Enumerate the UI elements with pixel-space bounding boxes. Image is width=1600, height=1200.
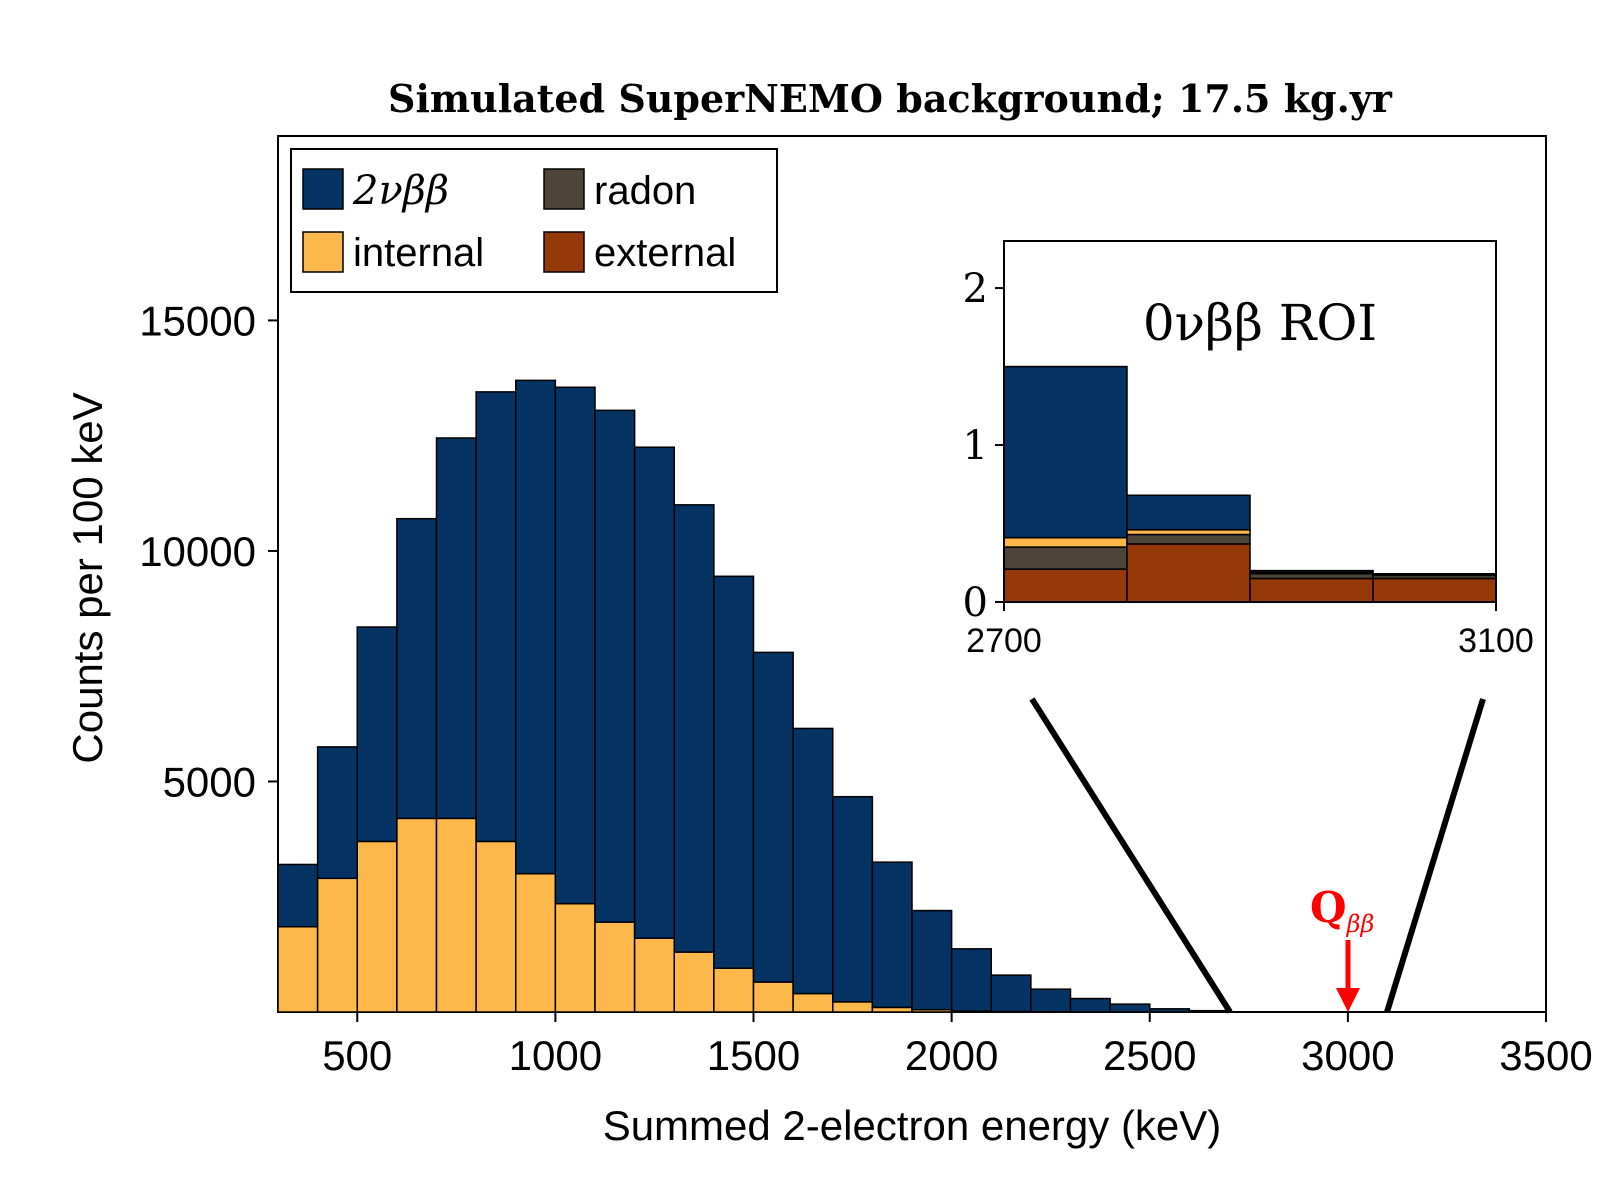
bar-2vbb-600 <box>396 517 438 820</box>
x-tick-label: 3500 <box>1499 1032 1592 1079</box>
inset-bar-2vbb-2800 <box>1126 494 1251 531</box>
bar-2vbb-1600 <box>792 727 834 995</box>
legend: 2νββ internal radon external <box>290 148 778 293</box>
legend-swatch-external <box>543 231 585 273</box>
x-tick-label: 1500 <box>707 1032 800 1079</box>
legend-label-external: external <box>594 231 736 275</box>
bar-2vbb-1300 <box>673 504 715 953</box>
bar-2vbb-300 <box>277 863 319 928</box>
y-tick-label: 10000 <box>139 528 256 575</box>
bar-internal-500 <box>356 840 398 1013</box>
inset-bars <box>1003 365 1497 603</box>
bar-2vbb-1800 <box>871 861 913 1009</box>
legend-label-radon: radon <box>594 169 696 213</box>
bar-internal-800 <box>475 840 517 1013</box>
qbb-arrow-head <box>1336 988 1360 1012</box>
bar-internal-1300 <box>673 951 715 1013</box>
bar-2vbb-1500 <box>752 651 794 983</box>
chart-title: Simulated SuperNEMO background; 17.5 kg.… <box>388 76 1393 121</box>
main-x-axis-ticks: 500 1000 1500 2000 2500 3000 3500 <box>322 1012 1593 1079</box>
y-tick-label: 5000 <box>163 758 256 805</box>
bar-2vbb-1200 <box>633 446 675 939</box>
qbb-subscript: ββ <box>1346 910 1375 938</box>
inset-bar-2vbb-2700 <box>1003 365 1128 539</box>
x-tick-label: 2000 <box>905 1032 998 1079</box>
legend-swatch-internal <box>302 231 344 273</box>
bar-internal-1700 <box>832 1001 874 1013</box>
bar-internal-600 <box>396 817 438 1013</box>
zoom-connector-left <box>1029 697 1233 1014</box>
bar-2vbb-900 <box>515 379 557 875</box>
inset-y-tick-label: 2 <box>963 266 988 312</box>
x-tick-label: 1000 <box>509 1032 602 1079</box>
inset-frame <box>1003 240 1497 603</box>
bar-2vbb-800 <box>475 391 517 843</box>
x-tick-label: 500 <box>322 1032 392 1079</box>
bar-2vbb-700 <box>435 437 477 820</box>
legend-label-internal: internal <box>353 231 484 275</box>
bar-internal-1500 <box>752 981 794 1013</box>
bar-2vbb-2000 <box>950 948 992 1012</box>
inset-chart: 0νββ ROI 2700 3100 0 1 2 <box>963 240 1534 660</box>
inset-title: 0νββ ROI <box>1143 294 1377 352</box>
bar-2vbb-1000 <box>554 386 596 905</box>
bar-2vbb-2100 <box>990 974 1032 1013</box>
main-bars <box>277 379 1270 1014</box>
bar-2vbb-500 <box>356 626 398 843</box>
inset-y-tick-label: 1 <box>963 423 988 469</box>
main-y-axis-ticks: 5000 10000 15000 <box>139 297 278 805</box>
zoom-connector-right <box>1384 698 1486 1013</box>
bar-2vbb-1700 <box>832 795 874 1003</box>
bar-internal-300 <box>277 925 319 1013</box>
bar-internal-1000 <box>554 902 596 1013</box>
bar-internal-400 <box>316 877 358 1013</box>
inset-x-axis-ticks: 2700 3100 <box>966 602 1534 660</box>
bar-internal-1600 <box>792 992 834 1013</box>
bar-2vbb-400 <box>316 746 358 880</box>
qbb-marker: Qββ <box>1310 883 1374 1012</box>
bar-2vbb-2200 <box>1030 988 1072 1013</box>
bar-2vbb-2300 <box>1069 997 1111 1013</box>
legend-label-2vbb: 2νββ <box>352 168 449 214</box>
inset-bar-2vbb-2900 <box>1249 569 1374 573</box>
inset-bar-external-2800 <box>1126 543 1251 603</box>
y-tick-label: 15000 <box>139 297 256 344</box>
x-tick-label: 3000 <box>1301 1032 1394 1079</box>
bar-2vbb-1900 <box>911 909 953 1011</box>
inset-y-tick-label: 0 <box>963 580 988 626</box>
bar-2vbb-2500 <box>1149 1008 1191 1013</box>
y-axis-label: Counts per 100 keV <box>64 392 111 763</box>
legend-swatch-2vbb <box>302 168 344 210</box>
inset-y-axis-ticks: 0 1 2 <box>963 266 1004 626</box>
inset-bar-2vbb-3000 <box>1372 572 1497 576</box>
inset-bar-radon-2800 <box>1126 533 1251 545</box>
bar-internal-1400 <box>713 967 755 1013</box>
inset-bar-internal-2700 <box>1003 536 1128 548</box>
legend-box <box>290 148 778 293</box>
bar-internal-1200 <box>633 937 675 1013</box>
inset-x-tick-label: 3100 <box>1458 622 1534 660</box>
bar-2vbb-2400 <box>1109 1003 1151 1013</box>
bar-internal-700 <box>435 817 477 1013</box>
bar-2vbb-2600 <box>1188 1009 1230 1013</box>
bar-2vbb-1100 <box>594 409 636 923</box>
inset-bar-external-2900 <box>1249 577 1374 603</box>
bar-2vbb-1400 <box>713 575 755 969</box>
legend-swatch-radon <box>543 168 585 210</box>
inset-x-tick-label: 2700 <box>966 622 1042 660</box>
inset-bar-external-3000 <box>1372 577 1497 603</box>
x-tick-label: 2500 <box>1103 1032 1196 1079</box>
bar-internal-1100 <box>594 921 636 1013</box>
qbb-label: Qββ <box>1310 883 1374 938</box>
inset-bar-radon-2700 <box>1003 546 1128 570</box>
x-axis-label: Summed 2-electron energy (keV) <box>603 1102 1222 1149</box>
inset-bar-external-2700 <box>1003 568 1128 603</box>
bar-internal-900 <box>515 872 557 1013</box>
